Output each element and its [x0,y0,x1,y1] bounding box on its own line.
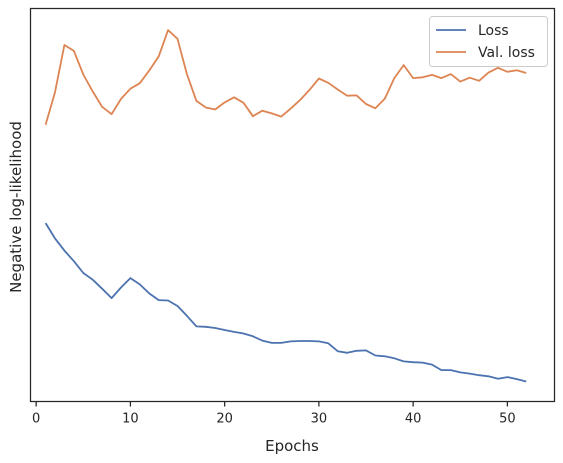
legend-box [429,16,548,67]
x-tick-label: 10 [122,412,139,427]
x-tick-label: 30 [311,412,328,427]
series-group [44,29,527,383]
series-line-loss [44,222,527,383]
legend: Loss Val. loss [429,16,548,67]
series-line-val-loss [44,29,527,126]
legend-label-loss: Loss [478,23,509,39]
plot-frame [29,7,556,403]
x-tick-label: 20 [216,412,233,427]
y-axis-label: Negative log-likelihood [7,121,25,293]
x-tick-label: 40 [405,412,422,427]
legend-label-val-loss: Val. loss [478,45,535,61]
x-axis-label: Epochs [265,437,319,455]
x-axis-ticks: 0 10 20 30 40 50 [32,401,516,427]
x-tick-label: 50 [499,412,516,427]
x-tick-label: 0 [32,412,40,427]
